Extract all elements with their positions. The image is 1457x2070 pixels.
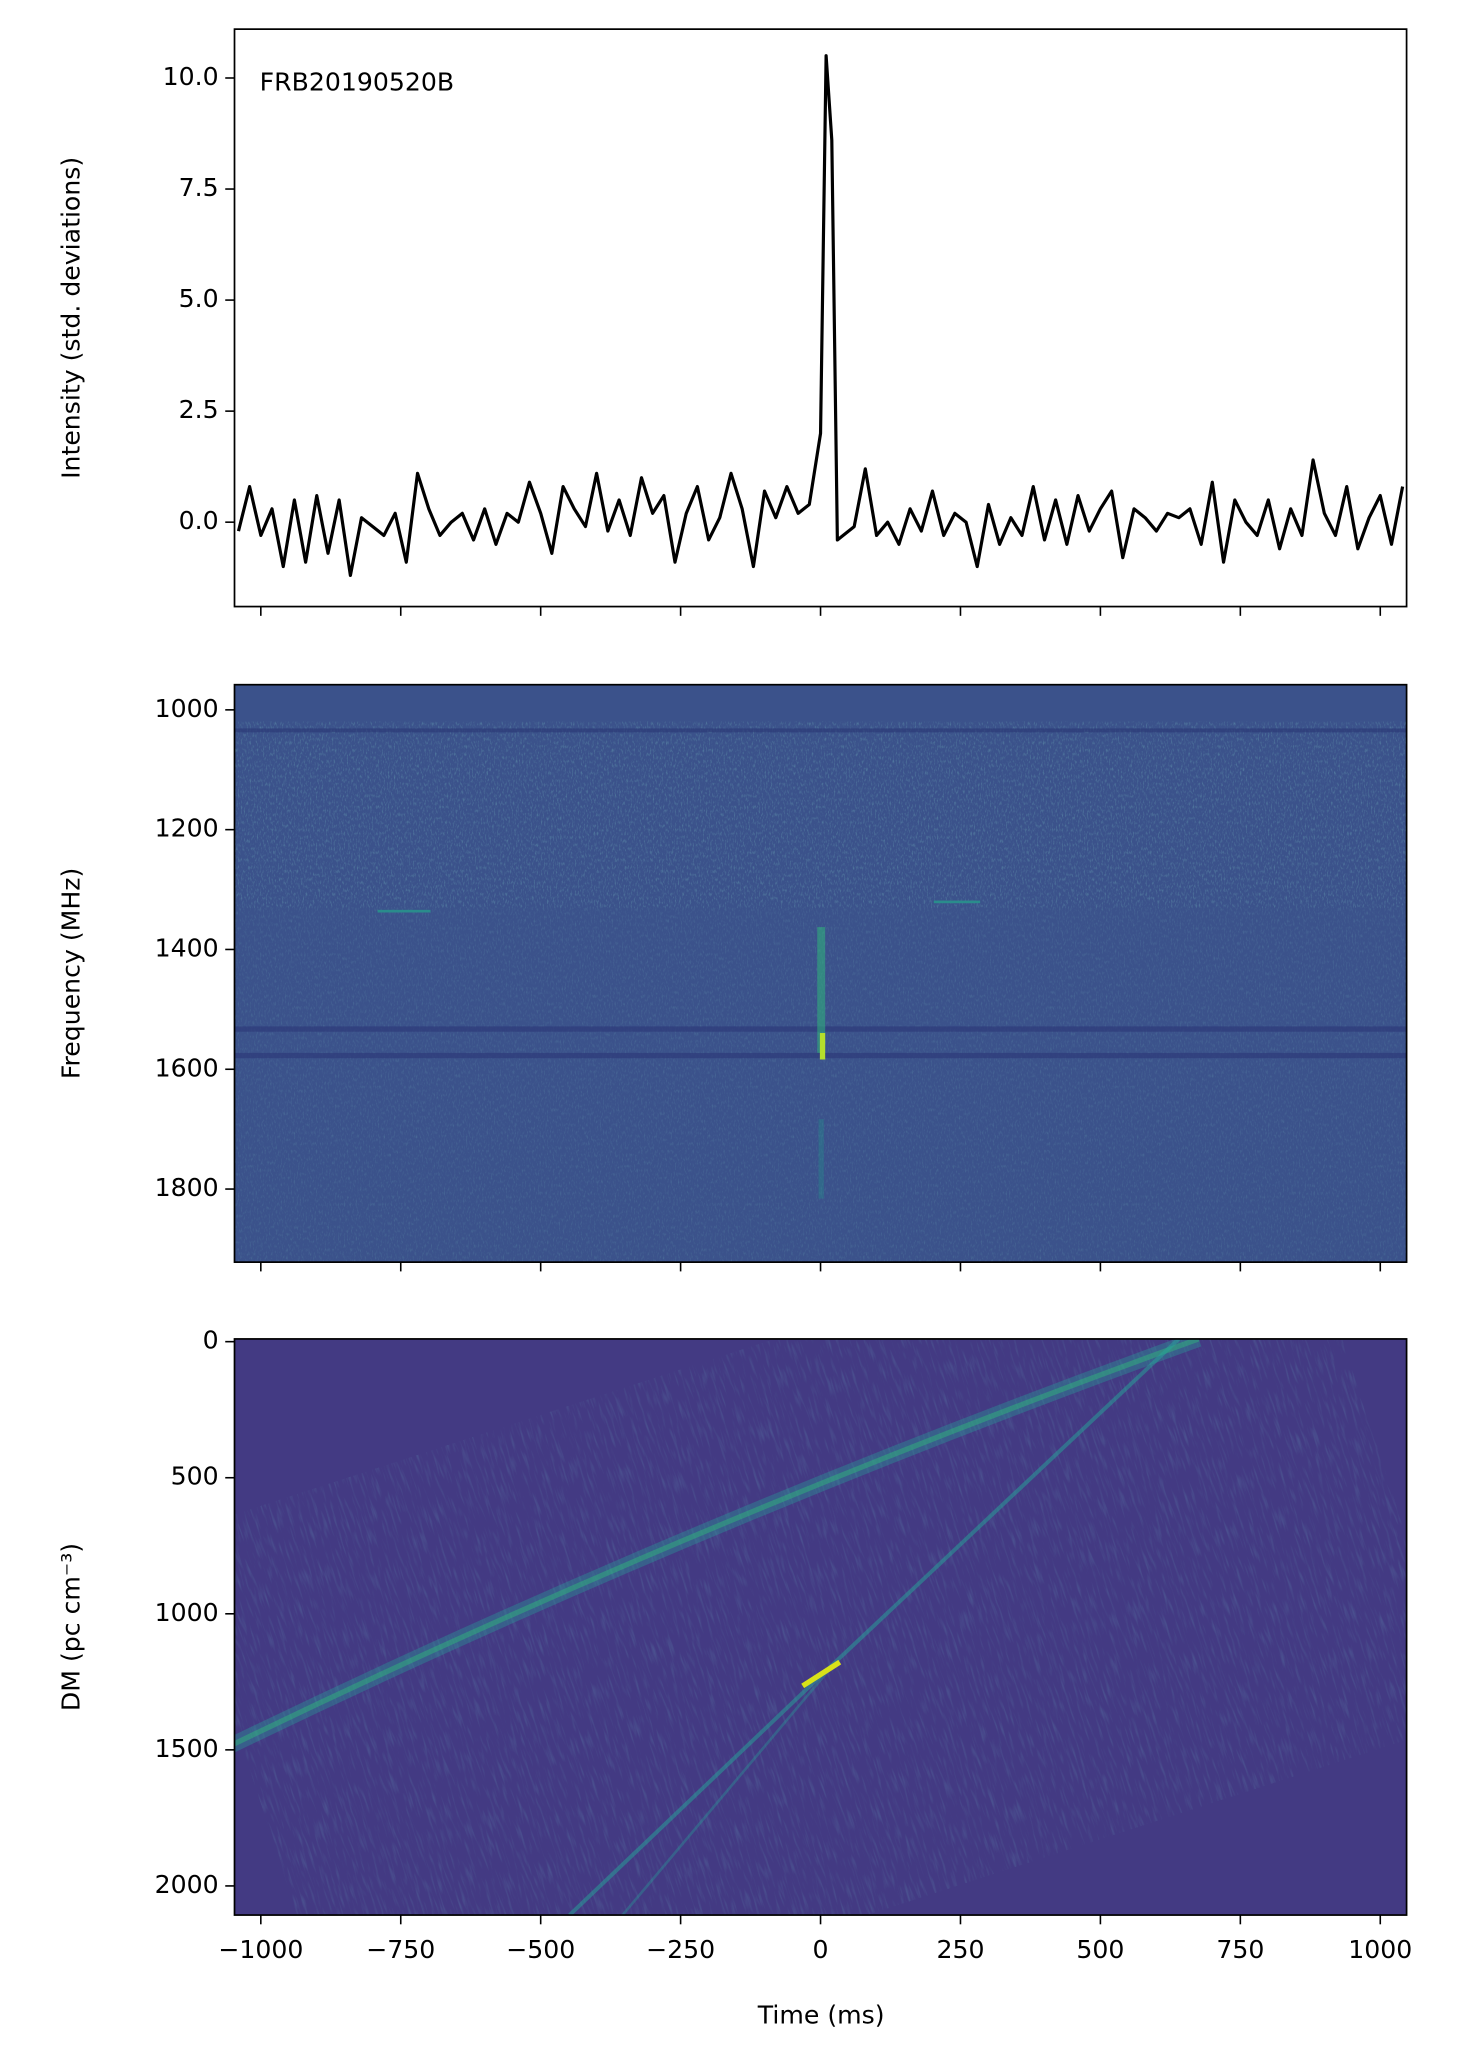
- y-tick-label: 1800: [155, 1173, 219, 1202]
- x-tick-label: 0: [813, 1935, 829, 1964]
- burst-peak: [801, 1659, 842, 1689]
- y-tick-label: 1000: [155, 1598, 219, 1627]
- y-tick-label: 2.5: [179, 395, 219, 424]
- y-tick-label: 10.0: [163, 62, 219, 91]
- rfi-streak: [933, 900, 981, 904]
- y-tick-label: 0.0: [179, 506, 219, 535]
- y-tick-label: 1000: [155, 694, 219, 723]
- annotation: FRB20190520B: [260, 67, 455, 96]
- x-axis-label: Time (ms): [757, 2001, 885, 2030]
- y-tick-label: 1600: [155, 1053, 219, 1082]
- dispersion-track: [234, 1338, 1200, 1747]
- y-tick-label: 0: [203, 1326, 219, 1355]
- burst-signal: [817, 927, 826, 1053]
- heatmap-texture: [234, 1338, 1407, 1916]
- burst-signal: [819, 1033, 826, 1060]
- heatmap-texture: [234, 721, 1407, 908]
- x-tick-label: −500: [506, 1935, 575, 1964]
- y-axis-label: Intensity (std. deviations): [57, 157, 86, 479]
- y-tick-label: 1400: [155, 933, 219, 962]
- y-tick-label: 2000: [155, 1870, 219, 1899]
- x-tick-label: 750: [1216, 1935, 1264, 1964]
- spectrogram: [234, 684, 1407, 1263]
- x-tick-label: 250: [936, 1935, 984, 1964]
- x-tick-label: 500: [1076, 1935, 1124, 1964]
- x-tick-label: −1000: [218, 1935, 303, 1964]
- y-tick-label: 500: [171, 1462, 219, 1491]
- dispersion-track: [621, 1670, 829, 1916]
- heatmap-band: [234, 728, 1407, 733]
- rfi-streak: [377, 909, 431, 913]
- x-tick-label: 1000: [1348, 1935, 1412, 1964]
- y-axis-label: DM (pc cm⁻³): [57, 1543, 86, 1711]
- x-tick-label: −750: [366, 1935, 435, 1964]
- line: [236, 54, 1405, 578]
- y-tick-label: 1200: [155, 814, 219, 843]
- burst-signal: [818, 1119, 824, 1199]
- y-tick-label: 1500: [155, 1734, 219, 1763]
- y-tick-label: 7.5: [179, 173, 219, 202]
- axes-frame: [233, 28, 1408, 608]
- y-tick-label: 5.0: [179, 284, 219, 313]
- x-tick-label: −250: [646, 1935, 715, 1964]
- dm-time-map: [234, 1338, 1407, 1916]
- y-axis-label: Frequency (MHz): [57, 868, 86, 1079]
